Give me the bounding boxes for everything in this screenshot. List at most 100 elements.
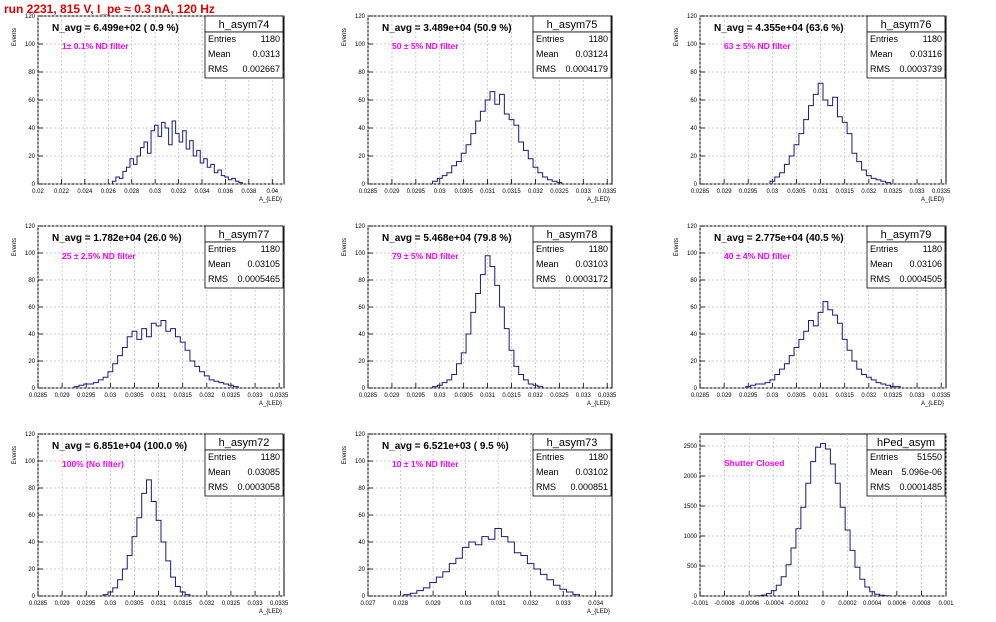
y-tick-label: 20 <box>28 154 35 160</box>
filter-annotation: 10 ± 1% ND filter <box>392 459 459 469</box>
x-tick-label: 0.033 <box>248 393 264 399</box>
histogram-panel: 0.027 0.028 0.029 0.03 0.031 0.032 0.033 0.034 0… <box>342 432 613 615</box>
y-tick-label: 100 <box>355 251 366 257</box>
y-tick-label: 60 <box>358 305 365 311</box>
histogram-title: h_asym76 <box>881 19 932 31</box>
stats-value: 0.0003739 <box>899 64 942 74</box>
y-axis-label: Events <box>12 28 18 46</box>
x-tick-label: 0.0315 <box>836 393 855 399</box>
x-axis-label: A_{LED} <box>259 197 282 203</box>
x-tick-label: 0.0002 <box>838 601 857 607</box>
histogram-series <box>756 443 890 597</box>
x-tick-label: 0.034 <box>194 189 210 195</box>
stats-value: 0.0004505 <box>899 274 942 284</box>
x-tick-label: 0.036 <box>218 189 234 195</box>
y-tick-label: 80 <box>28 70 35 76</box>
x-tick-label: 0.0295 <box>77 601 96 607</box>
stats-value: 0.0004179 <box>565 64 608 74</box>
x-tick-label: 0.03 <box>434 189 446 195</box>
x-tick-label: 0.03 <box>149 189 161 195</box>
x-tick-label: 0.0004 <box>863 601 882 607</box>
histogram-panel: 0.0285 0.029 0.0295 0.03 0.0305 0.031 0.0315 0.… <box>12 432 289 615</box>
x-tick-label: 0.0315 <box>502 189 521 195</box>
y-tick-label: 120 <box>355 224 366 230</box>
x-tick-label: 0.034 <box>588 601 604 607</box>
navg-label: N_avg = 4.355e+04 (63.6 %) <box>714 23 844 34</box>
x-tick-label: 0.0315 <box>836 189 855 195</box>
stats-box: h_asym78 Entries 1180 Mean 0.03103 RMS 0.00031… <box>532 225 612 289</box>
stats-value: 0.03106 <box>909 259 942 269</box>
y-tick-label: 80 <box>358 486 365 492</box>
stats-value: 0.0005465 <box>237 274 280 284</box>
y-tick-label: 0 <box>32 386 36 392</box>
stats-label: Mean <box>536 49 559 59</box>
y-tick-label: 40 <box>690 332 697 338</box>
x-tick-label: 0.0325 <box>884 393 903 399</box>
x-tick-label: 0.0285 <box>29 601 48 607</box>
stats-label: Mean <box>870 259 893 269</box>
stats-value: 0.0003172 <box>565 274 608 284</box>
y-tick-label: 120 <box>687 14 698 20</box>
histogram-series <box>432 91 563 184</box>
x-tick-label: -0.001 <box>691 601 709 607</box>
x-tick-label: -0.0006 <box>739 601 760 607</box>
x-tick-label: 0.032 <box>861 393 877 399</box>
stats-label: Entries <box>870 244 899 254</box>
stats-label: Entries <box>208 244 237 254</box>
stats-label: Entries <box>870 452 899 462</box>
x-tick-label: 0.033 <box>910 393 926 399</box>
y-tick-label: 120 <box>355 432 366 438</box>
histogram-panel: 0.0285 0.029 0.0295 0.03 0.0305 0.031 0.0315 0.… <box>674 14 951 203</box>
page-title: run 2231, 815 V, I_pe ≈ 0.3 nA, 120 Hz <box>4 2 215 16</box>
filter-annotation: 100% (No filter) <box>62 459 124 469</box>
filter-annotation: 63 ± 5% ND filter <box>724 41 791 51</box>
stats-value: 1180 <box>589 34 608 44</box>
navg-label: N_avg = 6.521e+03 ( 9.5 %) <box>382 441 509 452</box>
x-tick-label: 0.0295 <box>407 189 426 195</box>
stats-label: Entries <box>208 34 237 44</box>
stats-value: 5.096e-06 <box>901 467 942 477</box>
x-tick-label: 0.0335 <box>270 393 289 399</box>
y-tick-label: 20 <box>690 359 697 365</box>
y-tick-label: 60 <box>358 98 365 104</box>
y-tick-label: 80 <box>358 70 365 76</box>
histogram-series <box>769 82 892 184</box>
histogram-title: h_asym77 <box>219 229 270 241</box>
x-tick-label: 0.0335 <box>270 601 289 607</box>
x-tick-label: 0.029 <box>55 601 71 607</box>
y-tick-label: 1000 <box>684 534 698 540</box>
stats-box: h_asym75 Entries 1180 Mean 0.03124 RMS 0.00041… <box>532 15 612 79</box>
x-tick-label: 0.033 <box>248 601 264 607</box>
y-tick-label: 0 <box>362 182 366 188</box>
filter-annotation: 79 ± 5% ND filter <box>392 251 459 261</box>
stats-label: RMS <box>208 482 228 492</box>
stats-body-box <box>532 31 612 79</box>
y-tick-label: 60 <box>28 513 35 519</box>
stats-label: RMS <box>536 64 556 74</box>
stats-box: h_asym76 Entries 1180 Mean 0.03116 RMS 0.00037… <box>866 15 946 79</box>
histogram-title: h_asym74 <box>219 19 270 31</box>
x-tick-label: 0.0335 <box>932 393 951 399</box>
y-tick-label: 40 <box>28 332 35 338</box>
stats-label: RMS <box>536 274 556 284</box>
y-tick-label: 0 <box>32 594 36 600</box>
x-tick-label: 0.0006 <box>888 601 907 607</box>
stats-label: Mean <box>536 259 559 269</box>
x-tick-label: 0.031 <box>480 189 496 195</box>
y-tick-label: 500 <box>687 564 698 570</box>
x-tick-label: 0.0285 <box>359 393 378 399</box>
x-tick-label: 0.03 <box>460 601 472 607</box>
x-tick-label: 0.029 <box>55 393 71 399</box>
x-tick-label: 0.0305 <box>787 189 806 195</box>
y-axis-label: Events <box>342 238 348 256</box>
x-tick-label: 0.033 <box>576 393 592 399</box>
stats-label: Mean <box>208 259 231 269</box>
y-tick-label: 2500 <box>684 444 698 450</box>
histogram-panel: 0.0285 0.029 0.0295 0.03 0.0305 0.031 0.0315 0.… <box>342 224 617 407</box>
x-tick-label: 0.0305 <box>455 189 474 195</box>
x-tick-label: 0.032 <box>528 189 544 195</box>
stats-value: 1180 <box>589 244 608 254</box>
y-tick-label: 120 <box>355 14 366 20</box>
stats-value: 0.03124 <box>575 49 608 59</box>
